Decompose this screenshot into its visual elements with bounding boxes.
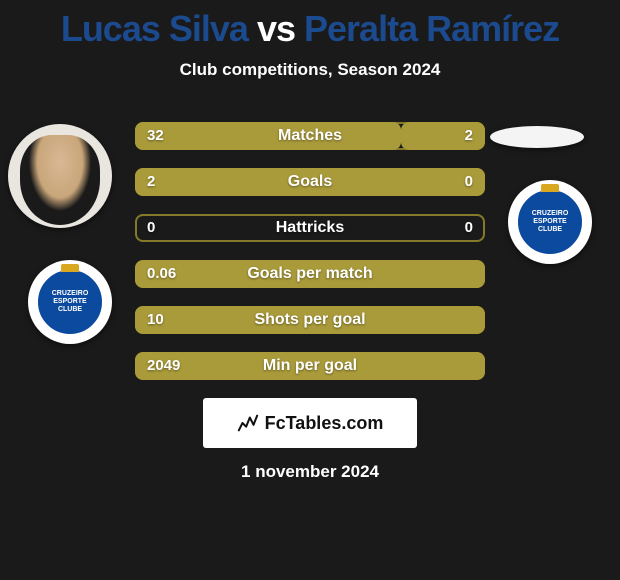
stat-value-left: 0: [147, 214, 155, 242]
stat-row: Hattricks0 0: [135, 214, 485, 242]
page-title: Lucas Silva vs Peralta Ramírez: [0, 0, 620, 50]
stats-container: Matches322Goals20Hattricks00Goals per ma…: [0, 122, 620, 380]
stat-row: Shots per goal10: [135, 306, 485, 334]
fctables-logo-icon: [237, 412, 259, 434]
stat-value-left: 32: [147, 122, 164, 150]
stat-value-right: 2: [465, 122, 473, 150]
stat-label: Hattricks: [135, 214, 485, 242]
stat-value-left: 0.06: [147, 260, 176, 288]
stat-value-left: 2: [147, 168, 155, 196]
stat-row: Goals per match0.06: [135, 260, 485, 288]
stat-label: Goals per match: [135, 260, 485, 288]
attribution-text: FcTables.com: [265, 413, 384, 434]
stat-row: Min per goal2049: [135, 352, 485, 380]
title-vs: vs: [257, 8, 295, 49]
stat-row: Matches32 2: [135, 122, 485, 150]
stat-label: Matches: [135, 122, 485, 150]
stat-value-left: 2049: [147, 352, 180, 380]
stat-label: Min per goal: [135, 352, 485, 380]
footer-date: 1 november 2024: [0, 462, 620, 482]
stat-label: Shots per goal: [135, 306, 485, 334]
stat-label: Goals: [135, 168, 485, 196]
stat-value-right: 0: [465, 214, 473, 242]
stat-row: Goals2 0: [135, 168, 485, 196]
title-player2: Peralta Ramírez: [304, 8, 559, 49]
subtitle: Club competitions, Season 2024: [0, 60, 620, 80]
stat-value-right: 0: [465, 168, 473, 196]
title-player1: Lucas Silva: [61, 8, 248, 49]
stat-value-left: 10: [147, 306, 164, 334]
attribution-badge: FcTables.com: [203, 398, 417, 448]
